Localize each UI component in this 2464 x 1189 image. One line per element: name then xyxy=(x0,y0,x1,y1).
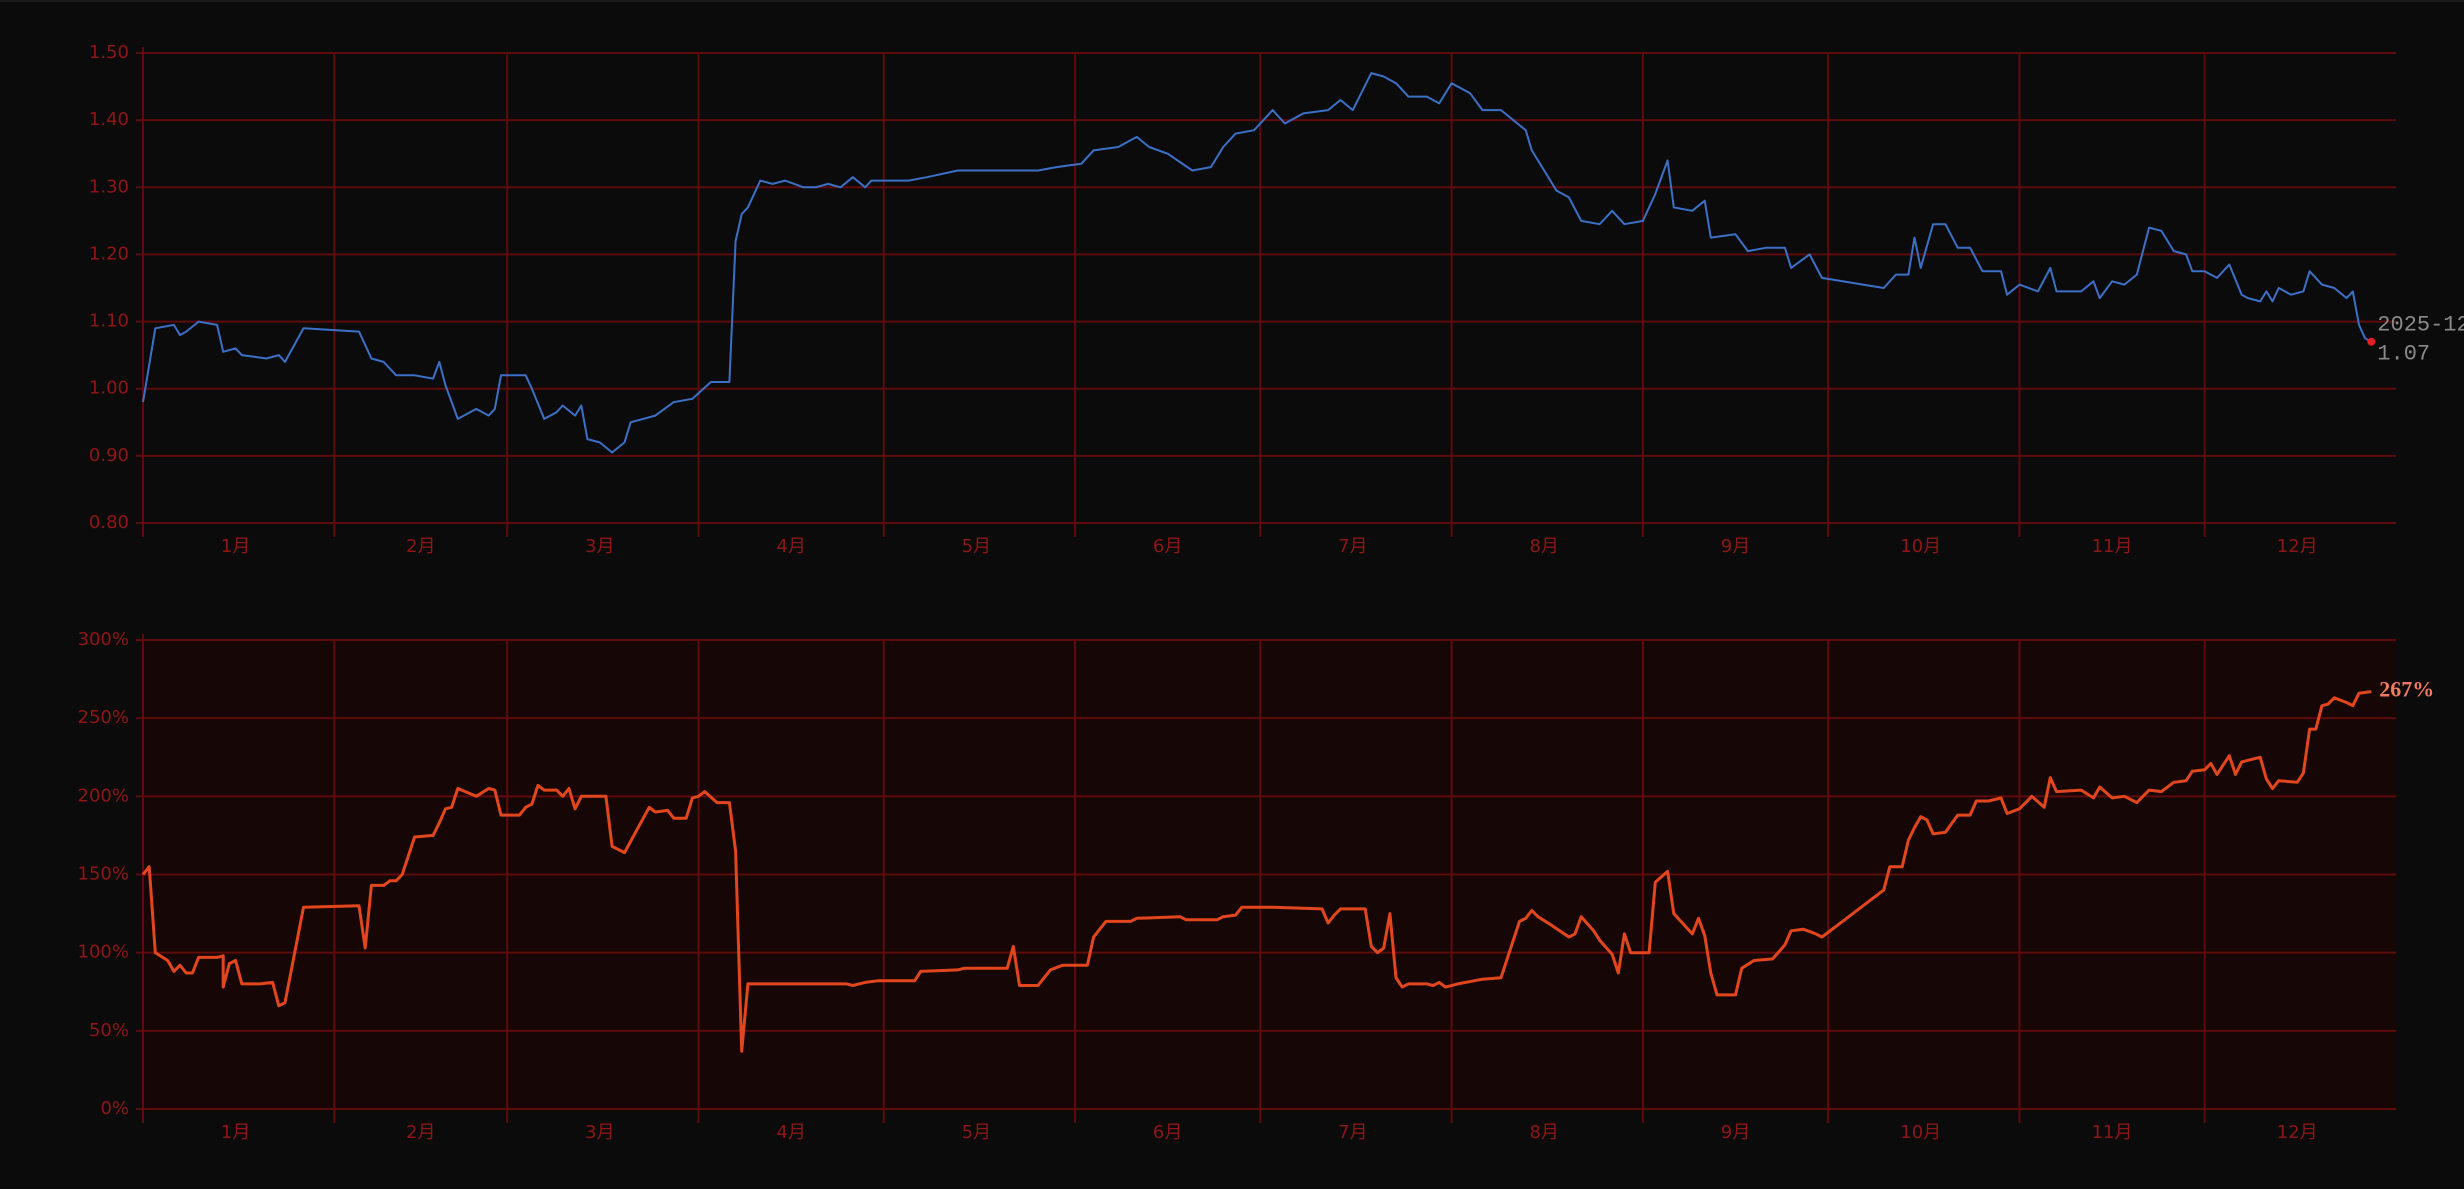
x-tick-label: 5月 xyxy=(962,1122,991,1143)
end-marker xyxy=(2367,337,2376,346)
x-tick-label: 11月 xyxy=(2092,536,2133,557)
y-tick-label: 1.20 xyxy=(89,243,129,264)
y-tick-label: 1.10 xyxy=(89,311,129,332)
x-tick-label: 3月 xyxy=(585,536,614,557)
x-tick-label: 2月 xyxy=(406,536,435,557)
x-tick-label: 4月 xyxy=(776,536,805,557)
x-tick-label: 9月 xyxy=(1721,1122,1750,1143)
y-tick-label: 0.90 xyxy=(89,445,129,466)
y-tick-label: 250% xyxy=(78,707,129,728)
x-tick-label: 9月 xyxy=(1721,536,1750,557)
y-tick-label: 1.30 xyxy=(89,176,129,197)
y-tick-label: 300% xyxy=(78,629,129,650)
x-tick-label: 7月 xyxy=(1338,536,1367,557)
x-tick-label: 3月 xyxy=(585,1122,614,1143)
x-tick-label: 10月 xyxy=(1900,536,1941,557)
y-tick-label: 1.00 xyxy=(89,378,129,399)
y-tick-label: 0.80 xyxy=(89,512,129,533)
end-label: 267% xyxy=(2379,677,2434,702)
x-tick-label: 12月 xyxy=(2277,536,2318,557)
y-tick-label: 1.40 xyxy=(89,109,129,130)
x-tick-label: 2月 xyxy=(406,1122,435,1143)
y-tick-label: 200% xyxy=(78,785,129,806)
top-border xyxy=(0,0,2464,2)
x-tick-label: 1月 xyxy=(221,1122,250,1143)
x-tick-label: 1月 xyxy=(221,536,250,557)
data-line xyxy=(142,72,2372,454)
y-tick-label: 0% xyxy=(100,1098,129,1119)
y-tick-label: 100% xyxy=(78,942,129,963)
y-tick-label: 50% xyxy=(89,1020,129,1041)
data-line xyxy=(141,690,2372,1053)
x-tick-label: 5月 xyxy=(962,536,991,557)
x-tick-label: 8月 xyxy=(1529,1122,1558,1143)
x-tick-label: 4月 xyxy=(776,1122,805,1143)
x-tick-label: 8月 xyxy=(1529,536,1558,557)
x-tick-label: 6月 xyxy=(1153,1122,1182,1143)
y-tick-label: 1.50 xyxy=(89,42,129,63)
y-tick-label: 150% xyxy=(78,864,129,885)
annotation-date: 2025-12- xyxy=(2377,313,2464,338)
x-tick-label: 6月 xyxy=(1153,536,1182,557)
x-tick-label: 7月 xyxy=(1338,1122,1367,1143)
x-tick-label: 10月 xyxy=(1900,1122,1941,1143)
annotation-value: 1.07 xyxy=(2377,342,2430,367)
x-tick-label: 12月 xyxy=(2277,1122,2318,1143)
x-tick-label: 11月 xyxy=(2092,1122,2133,1143)
